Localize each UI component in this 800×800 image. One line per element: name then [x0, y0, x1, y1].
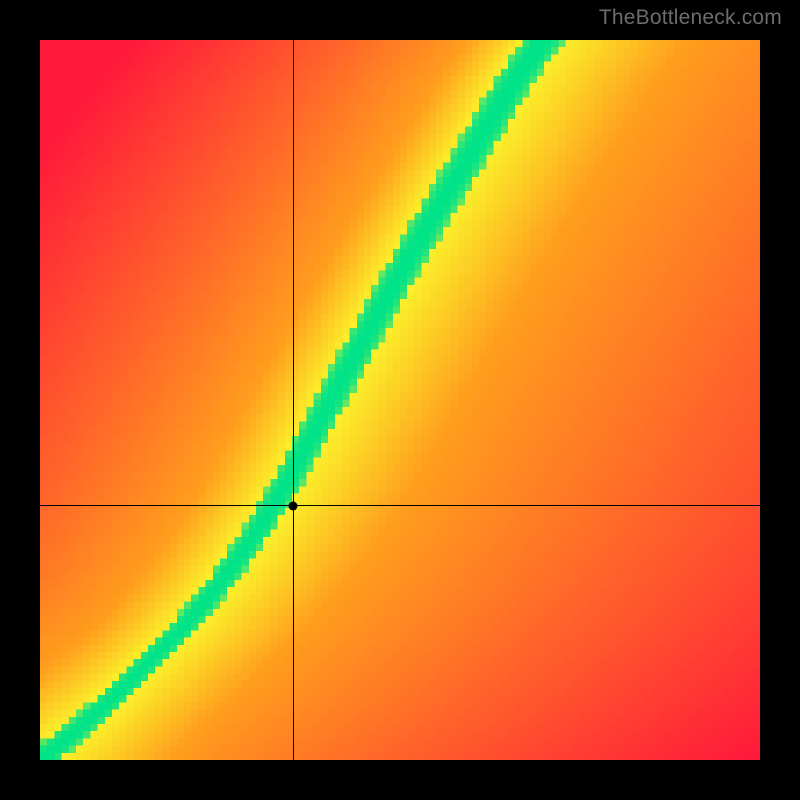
watermark-text: TheBottleneck.com [599, 6, 782, 30]
crosshair-horizontal-line [40, 505, 760, 506]
heatmap-canvas [40, 40, 760, 760]
heatmap-plot-area [40, 40, 760, 760]
crosshair-marker-dot [289, 501, 298, 510]
crosshair-vertical-line [293, 40, 294, 760]
figure-container: TheBottleneck.com [0, 0, 800, 800]
